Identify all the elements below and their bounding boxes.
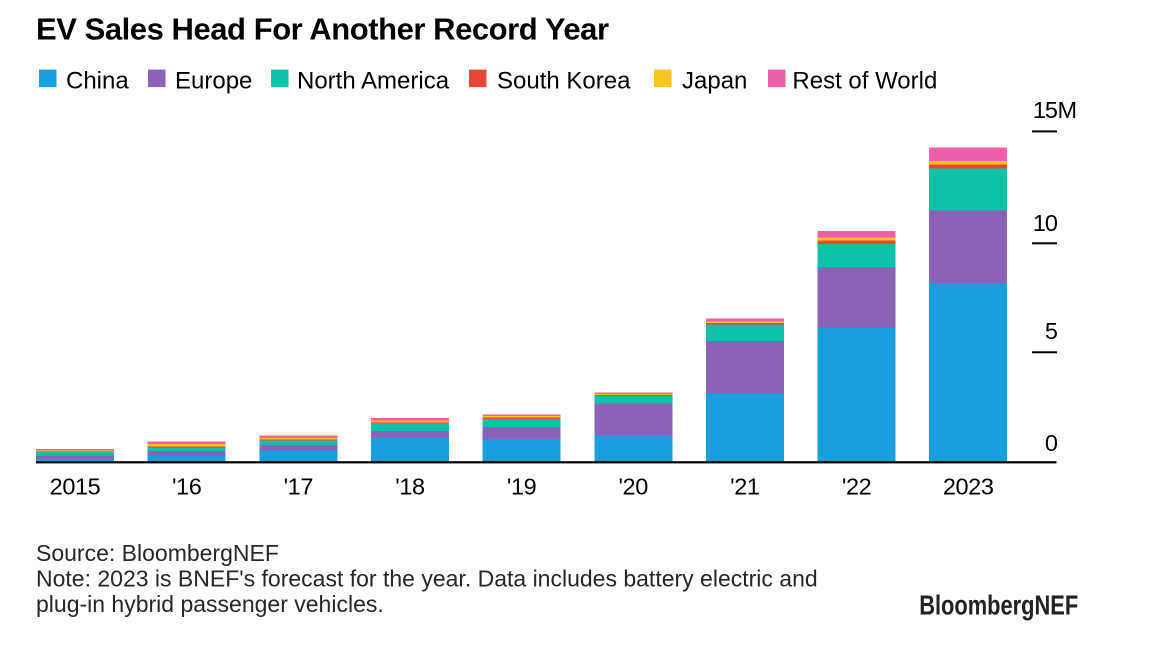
svg-text:China: China	[66, 68, 129, 95]
svg-text:M: M	[1058, 97, 1077, 123]
svg-text:'18: '18	[395, 474, 425, 500]
svg-text:'21: '21	[730, 474, 759, 500]
svg-text:Rest of World: Rest of World	[792, 68, 937, 95]
svg-text:5: 5	[1045, 318, 1058, 344]
svg-text:South Korea: South Korea	[497, 68, 631, 95]
svg-text:Europe: Europe	[175, 68, 252, 95]
svg-text:15: 15	[1033, 97, 1058, 123]
svg-text:10: 10	[1033, 210, 1058, 236]
svg-text:'16: '16	[172, 474, 202, 500]
svg-text:plug-in hybrid passenger vehic: plug-in hybrid passenger vehicles.	[36, 591, 384, 617]
svg-text:BloombergNEF: BloombergNEF	[919, 591, 1078, 621]
svg-text:2015: 2015	[50, 474, 101, 500]
svg-text:Note: 2023 is BNEF's forecast: Note: 2023 is BNEF's forecast for the ye…	[36, 566, 818, 592]
svg-text:'19: '19	[507, 474, 536, 500]
svg-text:North America: North America	[297, 68, 450, 95]
svg-text:'20: '20	[618, 474, 648, 500]
svg-text:0: 0	[1045, 430, 1058, 456]
svg-text:'17: '17	[284, 474, 313, 500]
svg-text:'22: '22	[842, 474, 871, 500]
svg-text:Japan: Japan	[682, 68, 747, 95]
svg-text:Source: BloombergNEF: Source: BloombergNEF	[36, 540, 279, 566]
svg-text:2023: 2023	[943, 474, 994, 500]
svg-text:EV Sales Head For Another Reco: EV Sales Head For Another Record Year	[36, 11, 609, 46]
